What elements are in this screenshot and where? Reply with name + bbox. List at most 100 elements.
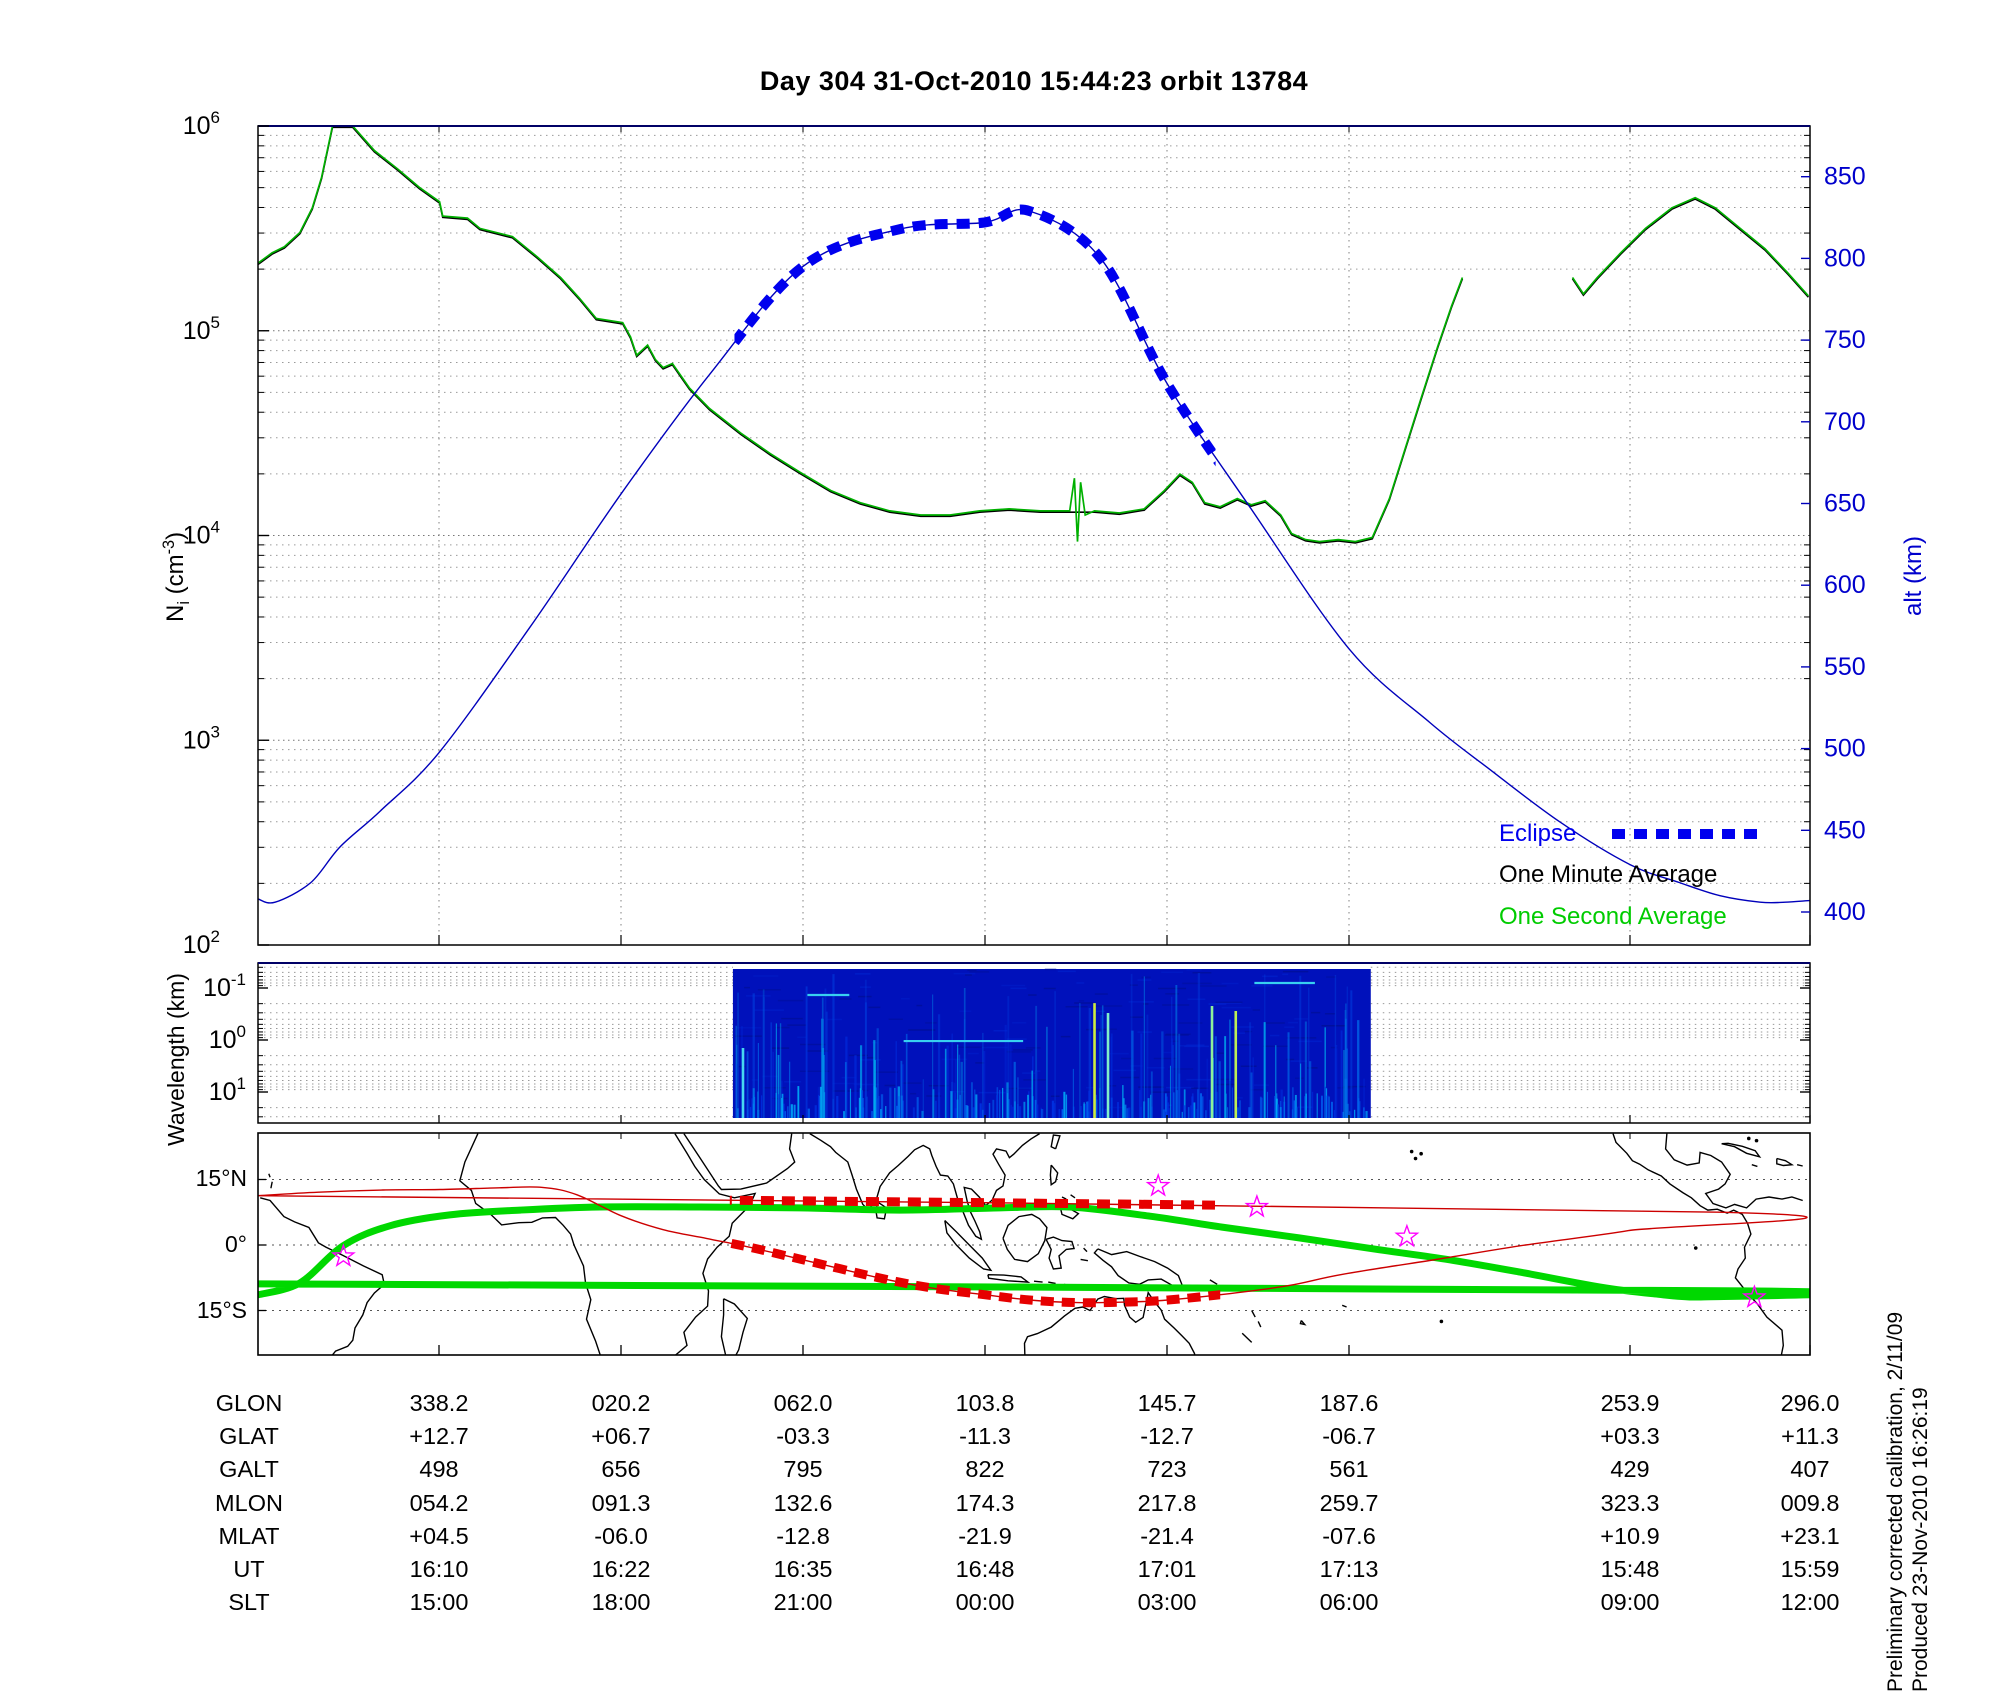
table-row-header: MLAT (218, 1522, 280, 1549)
table-cell: +10.9 (1600, 1522, 1660, 1549)
island-dot (1754, 1138, 1759, 1143)
coastline (1209, 1279, 1218, 1285)
coastline (1033, 1280, 1043, 1283)
coastline (809, 1133, 1040, 1241)
coastline (270, 1181, 273, 1189)
table-cell: 187.6 (1319, 1390, 1379, 1416)
table-cell: +04.5 (409, 1522, 469, 1549)
alt-tick-label: 600 (1824, 571, 1866, 599)
table-cell: -21.4 (1140, 1522, 1194, 1549)
table-cell: +03.3 (1600, 1423, 1660, 1450)
coastline (1776, 1157, 1795, 1167)
table-row-header: SLT (228, 1589, 270, 1616)
coastline (720, 1298, 749, 1355)
coastline (1049, 1164, 1059, 1186)
table-cell: 103.8 (955, 1390, 1015, 1416)
spectrogram-texture (734, 968, 1368, 1118)
table-cell: +06.7 (591, 1423, 651, 1450)
alt-tick-label: 700 (1824, 408, 1866, 436)
table-cell: 253.9 (1600, 1390, 1660, 1416)
world-map (258, 1133, 1810, 1355)
alt-tick-label: 800 (1824, 244, 1866, 272)
coastline (683, 1133, 796, 1191)
ni-tick-label: 103 (183, 722, 220, 754)
coastline (260, 1197, 386, 1355)
table-cell: 498 (419, 1456, 459, 1483)
island-dot (1746, 1136, 1751, 1141)
alt-tick-label: 400 (1824, 898, 1866, 926)
table-cell: 15:00 (409, 1589, 469, 1616)
ni-tick-label: 106 (183, 108, 220, 140)
coastline (1093, 1248, 1184, 1288)
table-cell: 16:10 (409, 1556, 469, 1582)
table-cell: 822 (965, 1456, 1005, 1483)
table-cell: 06:00 (1319, 1589, 1379, 1616)
table-row-header: MLON (215, 1489, 283, 1516)
table-cell: 00:00 (955, 1589, 1015, 1616)
table-cell: +11.3 (1781, 1423, 1839, 1450)
alt-tick-label: 650 (1824, 490, 1866, 518)
island-dot (1419, 1151, 1423, 1156)
table-cell: 407 (1790, 1456, 1830, 1483)
table-cell: -11.3 (959, 1423, 1011, 1450)
table-cell: 561 (1329, 1456, 1369, 1483)
alt-tick-label: 750 (1824, 326, 1866, 354)
coastline (268, 1173, 271, 1178)
coastline (1796, 1164, 1803, 1167)
wavelength-axis-label: Wavelength (km) (163, 973, 189, 1146)
island-dot (1693, 1246, 1698, 1250)
wavelength-tick-label: 10-1 (203, 970, 246, 1002)
coastline (944, 1220, 993, 1272)
coastline (1299, 1320, 1307, 1326)
table-cell: 15:59 (1780, 1556, 1840, 1582)
table-cell: 062.0 (773, 1390, 833, 1416)
page-title: Day 304 31-Oct-2010 15:44:23 orbit 13784 (759, 66, 1309, 96)
table-cell: 16:22 (591, 1556, 651, 1582)
table-cell: 09:00 (1600, 1589, 1660, 1616)
ni-tick-label: 104 (183, 518, 220, 550)
ni-tick-label: 102 (183, 927, 220, 959)
wavelength-tick-label: 101 (209, 1074, 246, 1106)
eclipse-track-dashes (729, 1195, 1221, 1308)
table-cell: 259.7 (1319, 1489, 1379, 1516)
coastline (1241, 1332, 1253, 1343)
coastline (1341, 1304, 1347, 1308)
map-lat-tick-label: 15°S (196, 1296, 247, 1323)
coastline (1048, 1281, 1056, 1285)
legend-one-minute-label: One Minute Average (1499, 861, 1718, 888)
table-cell: 15:48 (1600, 1556, 1660, 1582)
table-row-header: GLON (215, 1390, 283, 1416)
coastline (1083, 1247, 1088, 1253)
island-dot (1439, 1319, 1444, 1324)
table-cell: -06.0 (594, 1522, 648, 1549)
table-cell: 132.6 (773, 1489, 833, 1516)
ni-axis-label: Ni (cm-3) (160, 531, 193, 622)
legend-one-second-label: One Second Average (1499, 903, 1727, 930)
table-cell: 020.2 (591, 1390, 651, 1416)
table-cell: -12.7 (1140, 1423, 1194, 1450)
table-cell: 054.2 (409, 1489, 469, 1516)
table-cell: -12.8 (776, 1522, 830, 1549)
legend-eclipse-dash-sample (1612, 829, 1759, 839)
table-cell: 16:48 (955, 1556, 1015, 1582)
ni-tick-label: 105 (183, 313, 220, 345)
island-dot (1409, 1149, 1414, 1154)
table-row-header: GALT (219, 1456, 279, 1483)
station-star-icon (1741, 1284, 1767, 1309)
magnetic-equator-line (258, 1202, 1810, 1301)
coastline (1664, 1133, 1803, 1209)
legend-eclipse-label: Eclipse (1499, 820, 1577, 847)
table-cell: +12.7 (409, 1423, 469, 1450)
station-star-icon (1145, 1172, 1171, 1197)
table-cell: 145.7 (1137, 1390, 1197, 1416)
table-cell: 656 (601, 1456, 641, 1483)
table-cell: 217.8 (1137, 1489, 1197, 1516)
coastline (1721, 1142, 1762, 1158)
coastline (1080, 1258, 1089, 1262)
table-cell: 296.0 (1780, 1390, 1840, 1416)
alt-tick-label: 450 (1824, 816, 1866, 844)
table-cell: 174.3 (955, 1489, 1015, 1516)
alt-tick-label: 550 (1824, 653, 1866, 681)
